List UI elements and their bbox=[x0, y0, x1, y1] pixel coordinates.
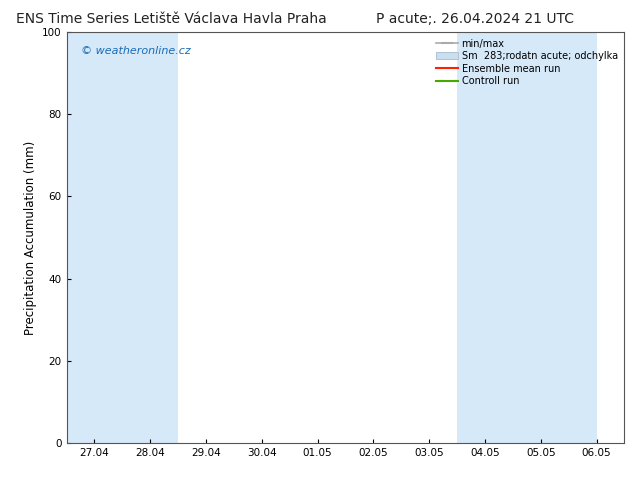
Bar bbox=[513, 32, 597, 443]
Text: ENS Time Series Letiště Václava Havla Praha: ENS Time Series Letiště Václava Havla Pr… bbox=[16, 12, 327, 26]
Bar bbox=[457, 32, 513, 443]
Bar bbox=[67, 32, 122, 443]
Bar bbox=[122, 32, 178, 443]
Text: P acute;. 26.04.2024 21 UTC: P acute;. 26.04.2024 21 UTC bbox=[377, 12, 574, 26]
Legend: min/max, Sm  283;rodatn acute; odchylka, Ensemble mean run, Controll run: min/max, Sm 283;rodatn acute; odchylka, … bbox=[434, 37, 619, 88]
Y-axis label: Precipitation Accumulation (mm): Precipitation Accumulation (mm) bbox=[23, 141, 37, 335]
Text: © weatheronline.cz: © weatheronline.cz bbox=[81, 46, 190, 56]
